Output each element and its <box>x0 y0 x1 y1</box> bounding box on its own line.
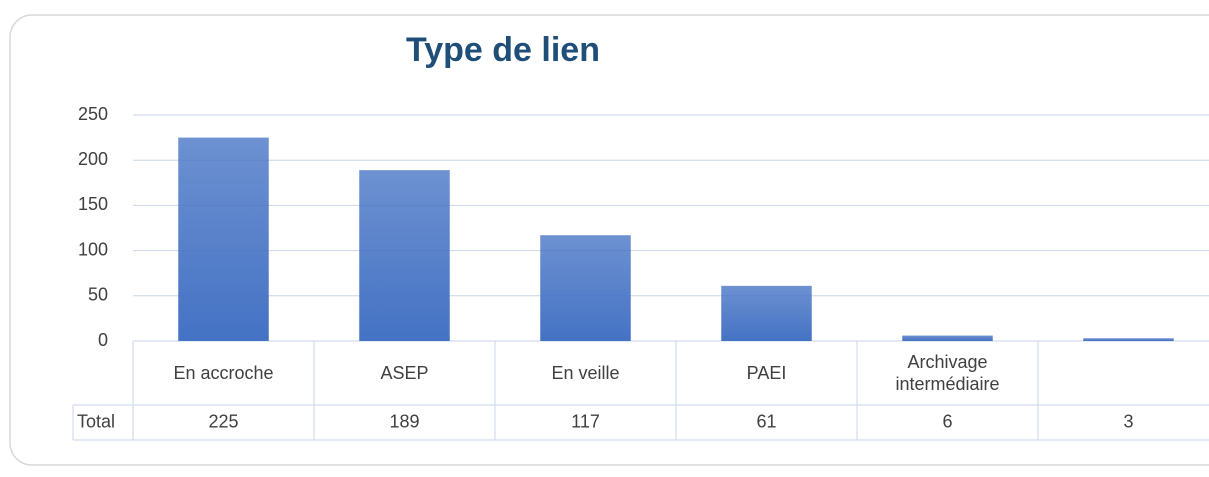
y-tick-label: 0 <box>98 330 108 350</box>
x-tick-label: PAEI <box>746 363 787 383</box>
table-value: 225 <box>208 411 238 431</box>
legend-label: Total <box>77 411 115 431</box>
chart-border <box>9 14 1209 466</box>
y-tick-label: 50 <box>88 285 108 305</box>
y-tick-label: 200 <box>78 149 108 169</box>
table-value: 6 <box>942 411 952 431</box>
bar <box>902 335 993 341</box>
bar <box>1083 338 1174 341</box>
y-tick-label: 250 <box>78 104 108 124</box>
table-value: 117 <box>571 411 600 431</box>
table-value: 189 <box>389 411 419 431</box>
bar <box>178 137 269 341</box>
chart-title: Type de lien <box>406 31 600 69</box>
table-value: 61 <box>756 411 776 431</box>
bar <box>359 170 450 341</box>
x-tick-label: Archivage intermédiaire <box>895 352 1000 394</box>
bar <box>721 285 812 341</box>
bar <box>540 235 631 341</box>
y-tick-label: 100 <box>78 239 108 259</box>
table-value: 3 <box>1123 411 1133 431</box>
x-tick-label: En veille <box>551 363 620 383</box>
y-tick-label: 150 <box>78 194 108 214</box>
x-tick-label: ASEP <box>380 363 429 383</box>
x-tick-label: En accroche <box>173 363 274 383</box>
